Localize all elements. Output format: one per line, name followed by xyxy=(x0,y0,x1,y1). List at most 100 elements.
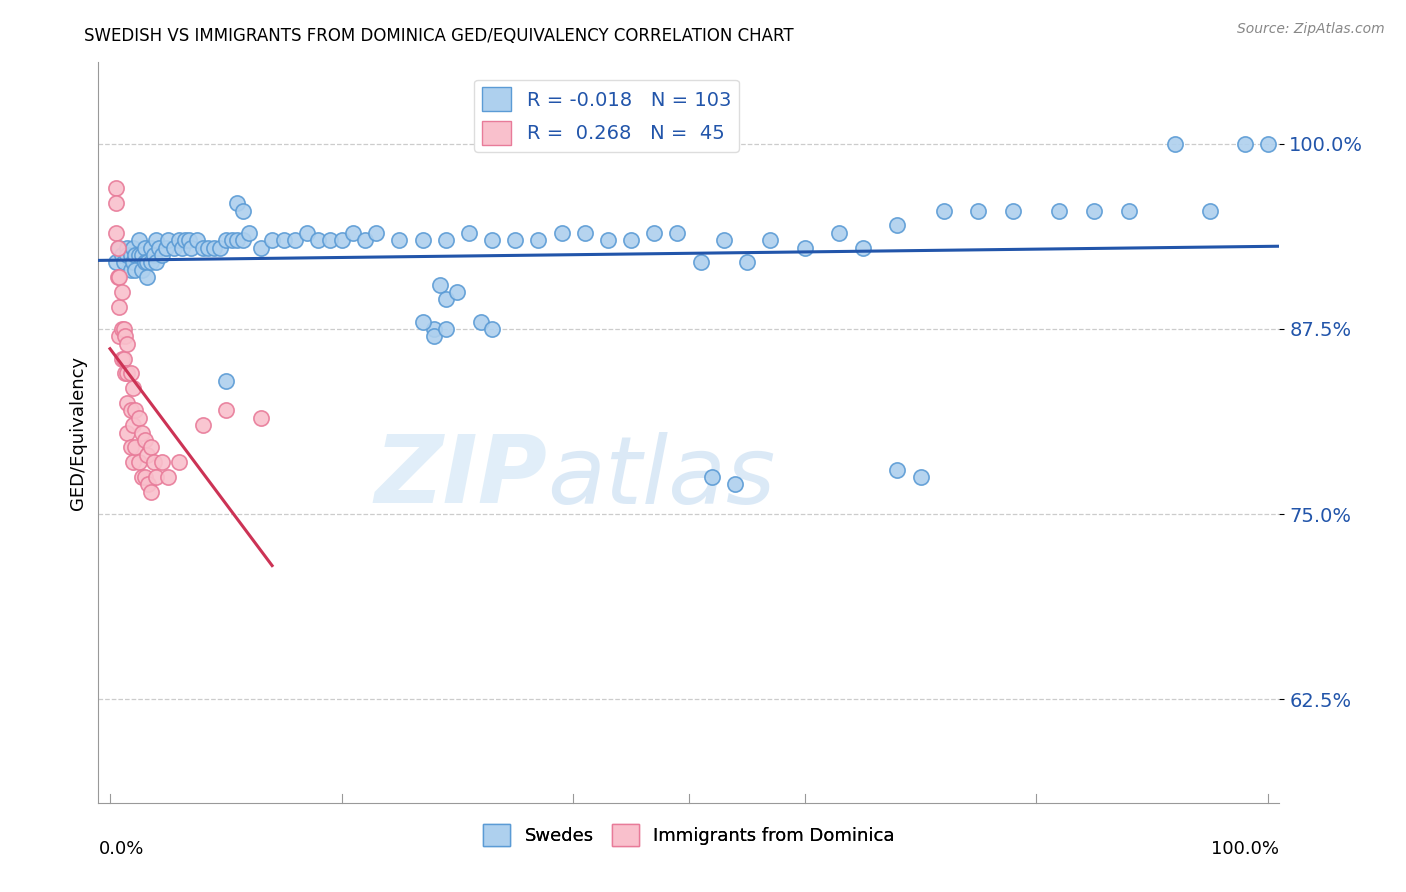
Point xyxy=(155,240,177,255)
Point xyxy=(689,255,711,269)
Point xyxy=(215,233,238,247)
Point xyxy=(724,477,747,491)
Point xyxy=(174,233,197,247)
Point xyxy=(120,367,142,381)
Point xyxy=(1233,136,1256,151)
Text: 100.0%: 100.0% xyxy=(1212,840,1279,858)
Point xyxy=(620,233,643,247)
Point xyxy=(319,233,342,247)
Point xyxy=(134,470,156,484)
Point xyxy=(117,396,139,410)
Point xyxy=(112,322,135,336)
Point xyxy=(104,255,127,269)
Point xyxy=(353,233,375,247)
Point xyxy=(886,219,908,233)
Point xyxy=(273,233,295,247)
Point xyxy=(169,233,191,247)
Point xyxy=(156,233,179,247)
Point xyxy=(423,329,446,343)
Point xyxy=(143,248,166,262)
Point xyxy=(527,233,550,247)
Point xyxy=(177,233,200,247)
Point xyxy=(886,463,908,477)
Point xyxy=(1118,203,1140,218)
Point xyxy=(191,240,214,255)
Point xyxy=(139,240,162,255)
Point xyxy=(107,270,129,285)
Point xyxy=(470,315,492,329)
Point xyxy=(122,255,145,269)
Point xyxy=(643,226,665,240)
Point xyxy=(262,233,284,247)
Point xyxy=(1049,203,1071,218)
Point xyxy=(434,233,457,247)
Point xyxy=(759,233,782,247)
Point xyxy=(150,455,173,469)
Point xyxy=(202,240,225,255)
Point xyxy=(136,255,159,269)
Point xyxy=(423,322,446,336)
Point xyxy=(122,418,145,433)
Point xyxy=(481,233,503,247)
Point xyxy=(967,203,990,218)
Point xyxy=(134,240,156,255)
Point xyxy=(108,270,131,285)
Point xyxy=(910,470,932,484)
Point xyxy=(114,329,136,343)
Point xyxy=(596,233,619,247)
Point xyxy=(120,248,142,262)
Point xyxy=(112,255,135,269)
Point xyxy=(117,240,139,255)
Point xyxy=(295,226,318,240)
Point xyxy=(574,226,596,240)
Point xyxy=(429,277,451,292)
Point xyxy=(226,196,249,211)
Point xyxy=(136,270,159,285)
Point xyxy=(215,374,238,388)
Point xyxy=(342,226,364,240)
Point xyxy=(1002,203,1025,218)
Point xyxy=(215,403,238,417)
Point xyxy=(1257,136,1279,151)
Text: SWEDISH VS IMMIGRANTS FROM DOMINICA GED/EQUIVALENCY CORRELATION CHART: SWEDISH VS IMMIGRANTS FROM DOMINICA GED/… xyxy=(84,27,794,45)
Point xyxy=(128,455,150,469)
Point xyxy=(735,255,758,269)
Point xyxy=(139,441,162,455)
Point xyxy=(136,477,159,491)
Point xyxy=(169,455,191,469)
Text: 0.0%: 0.0% xyxy=(98,840,143,858)
Point xyxy=(117,248,139,262)
Point xyxy=(124,248,146,262)
Point xyxy=(120,403,142,417)
Point xyxy=(932,203,955,218)
Point xyxy=(1164,136,1187,151)
Point xyxy=(134,255,156,269)
Point xyxy=(122,381,145,395)
Point xyxy=(388,233,411,247)
Point xyxy=(104,226,127,240)
Point xyxy=(1199,203,1222,218)
Point xyxy=(226,233,249,247)
Point xyxy=(108,329,131,343)
Point xyxy=(114,367,136,381)
Point xyxy=(307,233,329,247)
Point xyxy=(104,181,127,195)
Point xyxy=(124,262,146,277)
Point xyxy=(124,403,146,417)
Point xyxy=(458,226,481,240)
Point xyxy=(249,240,271,255)
Point xyxy=(145,470,167,484)
Point xyxy=(828,226,851,240)
Point xyxy=(124,441,146,455)
Point xyxy=(481,322,503,336)
Point xyxy=(134,433,156,447)
Point xyxy=(550,226,572,240)
Text: atlas: atlas xyxy=(547,432,776,523)
Point xyxy=(412,315,434,329)
Point xyxy=(197,240,219,255)
Point xyxy=(284,233,307,247)
Point xyxy=(110,322,132,336)
Point xyxy=(117,336,139,351)
Text: Source: ZipAtlas.com: Source: ZipAtlas.com xyxy=(1237,22,1385,37)
Point xyxy=(434,293,457,307)
